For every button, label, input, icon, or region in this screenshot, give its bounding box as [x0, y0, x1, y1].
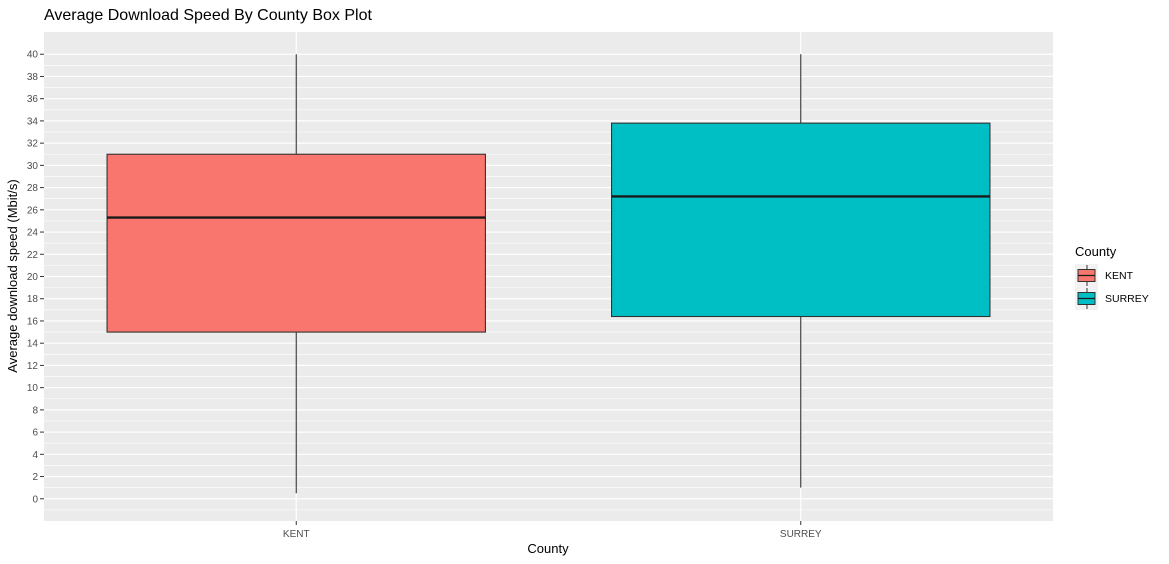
- boxes: [106, 54, 991, 494]
- y-tick-label: 2: [32, 472, 38, 483]
- y-tick-label: 32: [27, 139, 39, 150]
- legend: County KENT SURREY: [1075, 244, 1149, 310]
- box-body: [611, 122, 991, 318]
- y-tick-label: 14: [27, 339, 39, 350]
- y-tick-label: 26: [27, 205, 39, 216]
- y-tick-label: 28: [27, 183, 39, 194]
- box-surrey: [611, 54, 991, 488]
- y-tick-label: 24: [27, 228, 39, 239]
- y-axis-title: Average download speed (Mbit/s): [5, 179, 20, 372]
- legend-label-kent: KENT: [1105, 270, 1134, 282]
- y-tick-label: 30: [27, 161, 39, 172]
- box-kent: [106, 54, 486, 494]
- box-body: [106, 153, 486, 333]
- y-tick-label: 34: [27, 116, 39, 127]
- y-tick-label: 10: [27, 383, 39, 394]
- y-tick-label: 6: [32, 428, 38, 439]
- x-axis-title: County: [527, 541, 569, 556]
- y-tick-label: 18: [27, 294, 39, 305]
- y-tick-label: 20: [27, 272, 39, 283]
- x-tick-label: KENT: [283, 529, 310, 540]
- y-tick-label: 12: [27, 361, 39, 372]
- y-tick-label: 0: [32, 494, 38, 505]
- x-tick-label: SURREY: [780, 529, 822, 540]
- legend-label-surrey: SURREY: [1105, 293, 1149, 305]
- x-axis-ticks: KENT SURREY: [283, 521, 822, 540]
- y-tick-label: 40: [27, 50, 39, 61]
- legend-title: County: [1075, 244, 1117, 259]
- y-tick-label: 4: [32, 450, 38, 461]
- y-tick-label: 22: [27, 250, 39, 261]
- y-tick-label: 38: [27, 72, 39, 83]
- y-tick-label: 8: [32, 405, 38, 416]
- y-tick-label: 16: [27, 316, 39, 327]
- chart-title: Average Download Speed By County Box Plo…: [44, 7, 372, 24]
- y-tick-label: 36: [27, 94, 39, 105]
